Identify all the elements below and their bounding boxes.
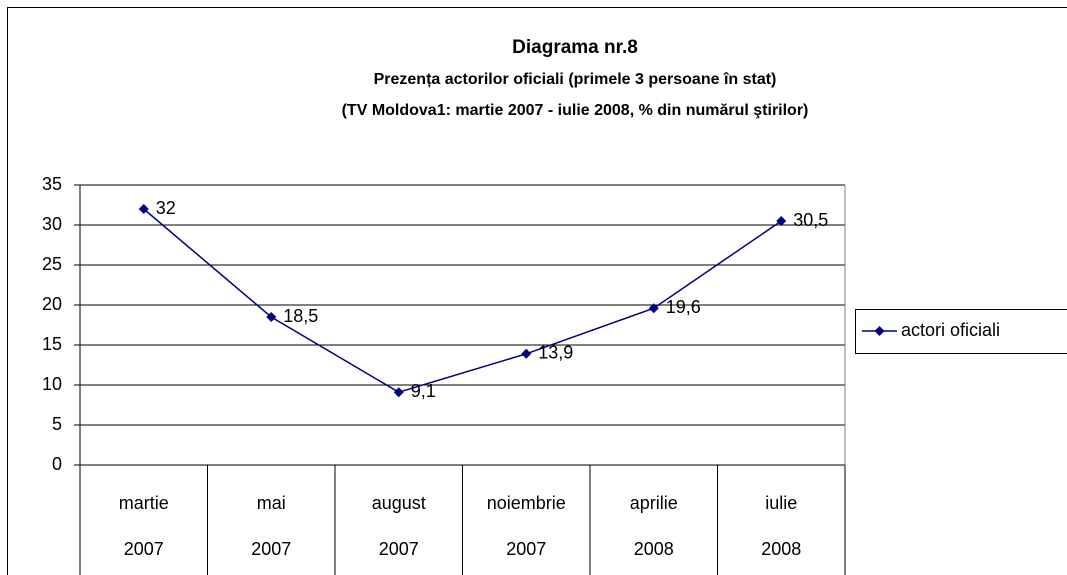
y-tick-label: 5	[52, 414, 62, 434]
x-tick-label: 2008	[761, 539, 801, 559]
y-tick-label: 0	[52, 454, 62, 474]
chart-subtitle: Prezența actorilor oficiali (primele 3 p…	[374, 71, 777, 88]
point-marker	[393, 387, 404, 398]
chart-title: Diagrama nr.8	[512, 37, 638, 58]
point-marker	[138, 204, 149, 214]
data-label: 13,9	[538, 343, 573, 363]
x-tick-label: iulie	[765, 493, 797, 513]
point-marker	[521, 348, 532, 359]
x-tick-label: martie	[119, 493, 169, 513]
y-tick-label: 15	[42, 334, 62, 354]
data-label: 18,5	[283, 306, 318, 326]
x-tick-label: 2007	[124, 539, 164, 559]
x-tick-label: august	[372, 493, 426, 513]
chart-subtitle: (TV Moldova1: martie 2007 - iulie 2008, …	[342, 102, 809, 119]
data-label: 19,6	[666, 297, 701, 317]
x-tick-label: 2007	[506, 539, 546, 559]
x-tick-label: 2007	[379, 539, 419, 559]
x-tick-label: mai	[257, 493, 286, 513]
legend-label: actori oficiali	[901, 320, 1000, 340]
x-tick-label: aprilie	[630, 493, 678, 513]
x-tick-label: noiembrie	[487, 493, 566, 513]
y-tick-label: 10	[42, 374, 62, 394]
chart-frame	[7, 7, 1067, 575]
data-label: 30,5	[793, 210, 828, 230]
y-tick-label: 35	[42, 174, 62, 194]
legend-marker	[874, 326, 885, 336]
x-tick-label: 2008	[634, 539, 674, 559]
point-marker	[266, 312, 277, 322]
y-tick-label: 25	[42, 254, 62, 274]
x-tick-label: 2007	[251, 539, 291, 559]
series-line	[143, 208, 782, 394]
data-label: 32	[156, 198, 176, 218]
data-label: 9,1	[411, 381, 436, 401]
y-tick-label: 20	[42, 294, 62, 314]
point-marker	[776, 216, 787, 226]
y-tick-label: 30	[42, 214, 62, 234]
point-marker	[648, 303, 659, 314]
